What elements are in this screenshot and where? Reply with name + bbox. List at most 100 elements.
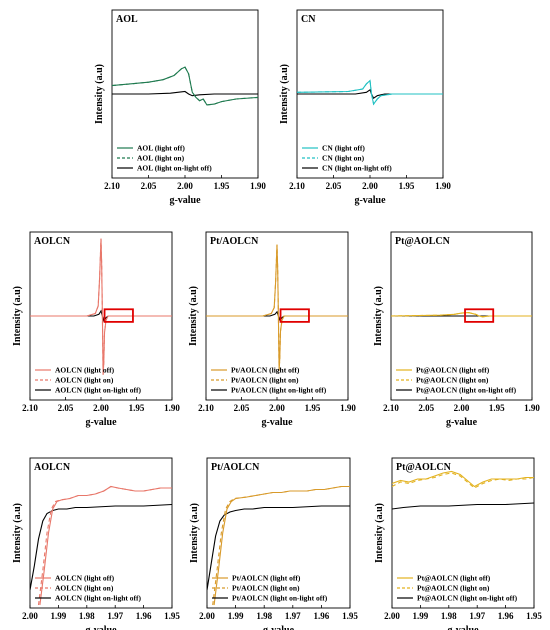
y-axis-label: Intensity (a.u) — [279, 64, 290, 124]
x-tick-label: 2.00 — [384, 611, 400, 621]
x-tick-label: 2.05 — [418, 403, 434, 413]
x-tick-label: 2.00 — [93, 403, 109, 413]
series-line-1 — [297, 79, 443, 106]
x-tick-label: 2.10 — [104, 181, 120, 191]
series-line-1 — [30, 238, 172, 375]
plot-area — [30, 238, 172, 375]
x-tick-label: 2.00 — [362, 181, 378, 191]
x-tick-label: 1.96 — [498, 611, 514, 621]
plot-area — [206, 244, 348, 371]
panel-title: Pt@AOLCN — [396, 462, 452, 473]
series-line-1 — [112, 66, 258, 106]
legend-label: Pt@AOLCN (light on) — [417, 584, 490, 593]
series-line-2 — [392, 472, 534, 489]
legend-label: AOLCN (light on-light off) — [55, 386, 142, 395]
highlight-box — [279, 308, 310, 323]
legend-label: AOLCN (light off) — [55, 366, 115, 375]
x-axis-label: g-value — [263, 625, 295, 630]
x-axis-label: g-value — [261, 417, 293, 428]
legend-label: CN (light off) — [322, 144, 365, 153]
x-tick-label: 1.99 — [51, 611, 67, 621]
x-tick-label: 2.10 — [198, 403, 214, 413]
x-tick-label: 2.10 — [22, 403, 38, 413]
x-tick-label: 2.10 — [289, 181, 305, 191]
plot-frame — [206, 457, 351, 609]
x-tick-label: 2.00 — [22, 611, 38, 621]
legend-label: AOL (light on-light off) — [137, 164, 212, 173]
x-tick-label: 2.10 — [383, 403, 399, 413]
x-axis-label: g-value — [169, 195, 201, 206]
series-line-1 — [213, 485, 350, 606]
plot-area — [207, 485, 350, 606]
plot-area — [30, 485, 172, 606]
x-axis-label: g-value — [447, 625, 479, 630]
x-tick-label: 1.90 — [250, 181, 266, 191]
chart-panel-5: 2.10 2.05 2.00 1.95 1.90 g-value Intensity (a.… — [373, 231, 540, 428]
legend-label: Pt@AOLCN (light on-light off) — [417, 594, 518, 603]
series-line-1 — [39, 485, 172, 606]
legend-label: AOLCN (light on-light off) — [55, 594, 142, 603]
x-tick-label: 1.95 — [164, 611, 180, 621]
panel-title: Pt/AOLCN — [210, 236, 259, 247]
panel-title: CN — [301, 14, 316, 25]
legend-label: Pt/AOLCN (light off) — [232, 574, 301, 583]
x-tick-label: 1.99 — [228, 611, 244, 621]
x-tick-label: 1.90 — [340, 403, 356, 413]
x-tick-label: 1.96 — [314, 611, 330, 621]
legend-label: CN (light on) — [322, 154, 365, 163]
x-axis-label: g-value — [85, 625, 117, 630]
x-tick-label: 1.97 — [285, 611, 301, 621]
plot-area — [112, 66, 258, 106]
x-tick-label: 2.00 — [177, 181, 193, 191]
chart-panel-2: 2.10 2.05 2.00 1.95 1.90 g-value Intensity (a.… — [279, 9, 451, 206]
legend-label: Pt/AOLCN (light on) — [231, 376, 299, 385]
x-tick-label: 1.95 — [526, 611, 542, 621]
y-axis-label: Intensity (a.u) — [12, 286, 23, 346]
x-tick-label: 1.96 — [136, 611, 152, 621]
x-tick-label: 1.90 — [524, 403, 540, 413]
legend-label: Pt/AOLCN (light on-light off) — [231, 386, 327, 395]
series-line-1 — [206, 244, 348, 371]
panel-title: Pt/AOLCN — [211, 462, 260, 473]
y-axis-label: Intensity (a.u) — [188, 286, 199, 346]
x-tick-label: 1.95 — [342, 611, 358, 621]
plot-area — [391, 312, 532, 318]
chart-panel-4: 2.10 2.05 2.00 1.95 1.90 g-value Intensity (a.… — [188, 231, 356, 428]
x-tick-label: 1.95 — [489, 403, 505, 413]
x-tick-label: 2.00 — [199, 611, 215, 621]
x-tick-label: 2.05 — [58, 403, 74, 413]
x-tick-label: 1.95 — [214, 181, 230, 191]
x-tick-label: 1.99 — [413, 611, 429, 621]
legend-label: AOL (light off) — [137, 144, 185, 153]
x-tick-label: 1.95 — [399, 181, 415, 191]
legend-label: Pt/AOLCN (light off) — [231, 366, 300, 375]
x-tick-label: 2.00 — [454, 403, 470, 413]
x-tick-label: 2.05 — [326, 181, 342, 191]
x-tick-label: 2.00 — [269, 403, 285, 413]
x-tick-label: 1.90 — [164, 403, 180, 413]
x-tick-label: 1.95 — [305, 403, 321, 413]
panel-title: AOLCN — [34, 462, 71, 473]
panel-title: AOLCN — [34, 236, 71, 247]
legend-label: CN (light on-light off) — [322, 164, 392, 173]
highlight-box — [464, 308, 495, 323]
legend-label: AOLCN (light on) — [55, 584, 114, 593]
legend-label: Pt/AOLCN (light on-light off) — [232, 594, 328, 603]
x-tick-label: 1.97 — [107, 611, 123, 621]
plot-frame — [391, 457, 535, 609]
y-axis-label: Intensity (a.u) — [12, 503, 23, 563]
legend-label: Pt@AOLCN (light off) — [417, 574, 491, 583]
y-axis-label: Intensity (a.u) — [373, 286, 384, 346]
panel-title: AOL — [116, 14, 138, 25]
y-axis-label: Intensity (a.u) — [374, 503, 385, 563]
series-line-3 — [30, 503, 172, 591]
x-tick-label: 2.05 — [234, 403, 250, 413]
legend-label: Pt@AOLCN (light on) — [416, 376, 489, 385]
panel-title: Pt@AOLCN — [395, 236, 451, 247]
chart-panel-3: 2.10 2.05 2.00 1.95 1.90 g-value Intensity (a.… — [12, 231, 180, 428]
legend-label: AOLCN (light off) — [55, 574, 115, 583]
x-tick-label: 1.98 — [256, 611, 272, 621]
chart-panel-8: 2.00 1.99 1.98 1.97 1.96 1.95 g-value Intensity… — [374, 457, 542, 630]
x-tick-label: 1.90 — [435, 181, 451, 191]
